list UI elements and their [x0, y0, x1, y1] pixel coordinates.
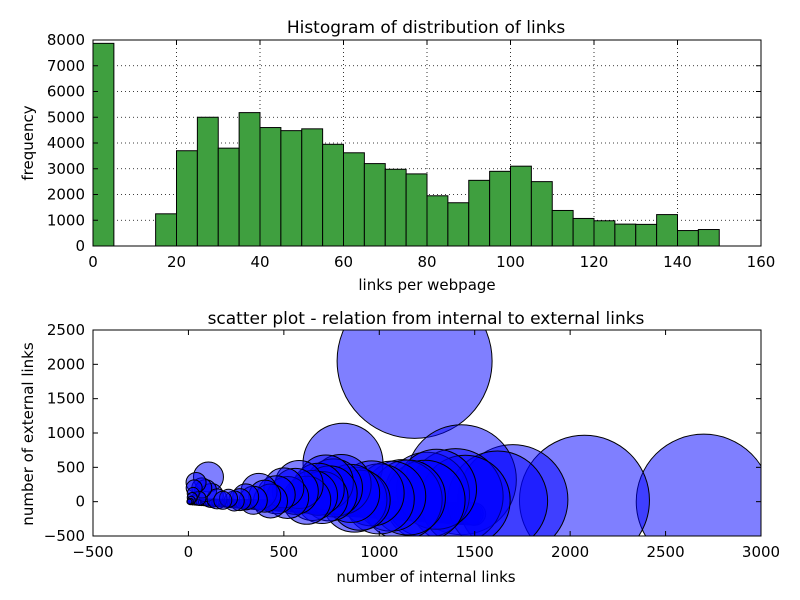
histogram-bar: [238, 112, 261, 247]
histogram-bar: [405, 173, 428, 247]
histogram-bar: [468, 179, 491, 247]
histogram-ytick-label: 2000: [47, 186, 85, 204]
histogram-bar: [301, 128, 324, 247]
histogram-bar: [322, 143, 344, 247]
scatter-xtick-label: 1000: [360, 543, 398, 561]
scatter-panel: scatter plot - relation from internal to…: [19, 309, 780, 586]
scatter-ytick-label: 2000: [47, 355, 85, 373]
scatter-xtick-label: 500: [270, 543, 299, 561]
scatter-ytick-label: 0: [75, 493, 85, 511]
histogram-bar: [489, 170, 511, 247]
histogram-bars: [92, 42, 720, 247]
histogram-bar: [92, 42, 115, 247]
histogram-bar: [176, 150, 198, 247]
scatter-ytick-label: 500: [56, 458, 85, 476]
histogram-xtick-label: 40: [250, 253, 269, 271]
histogram-bar: [656, 214, 678, 247]
histogram-xtick-label: 80: [417, 253, 436, 271]
scatter-ticks: −500 0 500 1000 1500 2000 2500 3000 −500 0 500 1000…: [44, 321, 780, 561]
histogram-bar: [363, 163, 386, 247]
histogram-xtick-label: 140: [663, 253, 692, 271]
scatter-xtick-label: 0: [184, 543, 194, 561]
histogram-ticks: 0 20 40 60 80 100 120 140 160 0 1000 2000 3000 4000 50…: [47, 31, 776, 271]
histogram-bar: [426, 195, 449, 247]
histogram-ytick-label: 3000: [47, 160, 85, 178]
histogram-bar: [551, 209, 574, 247]
histogram-bar: [280, 130, 303, 247]
histogram-bar: [217, 147, 240, 247]
scatter-ytick-label: −500: [44, 527, 85, 545]
histogram-bar: [196, 116, 219, 247]
scatter-ytick-label: 1500: [47, 390, 85, 408]
histogram-ytick-label: 6000: [47, 83, 85, 101]
histogram-ytick-label: 0: [75, 237, 85, 255]
histogram-bar: [635, 223, 658, 247]
histogram-bar: [447, 202, 470, 247]
histogram-ytick-label: 5000: [47, 108, 85, 126]
histogram-ytick-label: 8000: [47, 31, 85, 49]
scatter-ytick-label: 2500: [47, 321, 85, 339]
histogram-xtick-label: 20: [167, 253, 186, 271]
histogram-bar: [343, 152, 365, 247]
histogram-xtick-label: 100: [496, 253, 525, 271]
histogram-bar: [510, 165, 532, 247]
scatter-ylabel: number of external links: [19, 342, 37, 526]
scatter-ytick-label: 1000: [47, 424, 85, 442]
scatter-xtick-label: 2500: [646, 543, 684, 561]
histogram-panel: Histogram of distribution of links 0 20 40…: [19, 18, 775, 294]
histogram-bar: [614, 223, 637, 247]
scatter-point: [336, 330, 493, 439]
scatter-xtick-label: 2000: [551, 543, 589, 561]
histogram-xtick-label: 160: [747, 253, 776, 271]
histogram-bar: [530, 181, 553, 247]
scatter-xtick-label: 3000: [742, 543, 780, 561]
histogram-ytick-label: 7000: [47, 57, 85, 75]
histogram-xtick-label: 60: [334, 253, 353, 271]
histogram-bar: [572, 217, 595, 247]
histogram-xtick-label: 0: [88, 253, 98, 271]
scatter-point: [186, 498, 193, 505]
scatter-xtick-label: −500: [72, 543, 113, 561]
histogram-ytick-label: 4000: [47, 134, 85, 152]
scatter-xtick-label: 1500: [456, 543, 494, 561]
histogram-bar: [384, 168, 407, 247]
histogram-xtick-label: 120: [580, 253, 609, 271]
scatter-point: [213, 490, 233, 510]
histogram-ytick-label: 1000: [47, 211, 85, 229]
histogram-bar: [697, 229, 720, 247]
histogram-bar: [593, 220, 616, 247]
histogram-bar: [259, 127, 282, 247]
scatter-points: [185, 330, 761, 536]
scatter-title: scatter plot - relation from internal to…: [208, 309, 645, 329]
histogram-bar: [155, 213, 177, 247]
histogram-ylabel: frequency: [19, 105, 37, 180]
scatter-xlabel: number of internal links: [336, 568, 515, 586]
histogram-xlabel: links per webpage: [358, 276, 495, 294]
histogram-title: Histogram of distribution of links: [287, 18, 566, 38]
histogram-bar: [677, 230, 699, 247]
